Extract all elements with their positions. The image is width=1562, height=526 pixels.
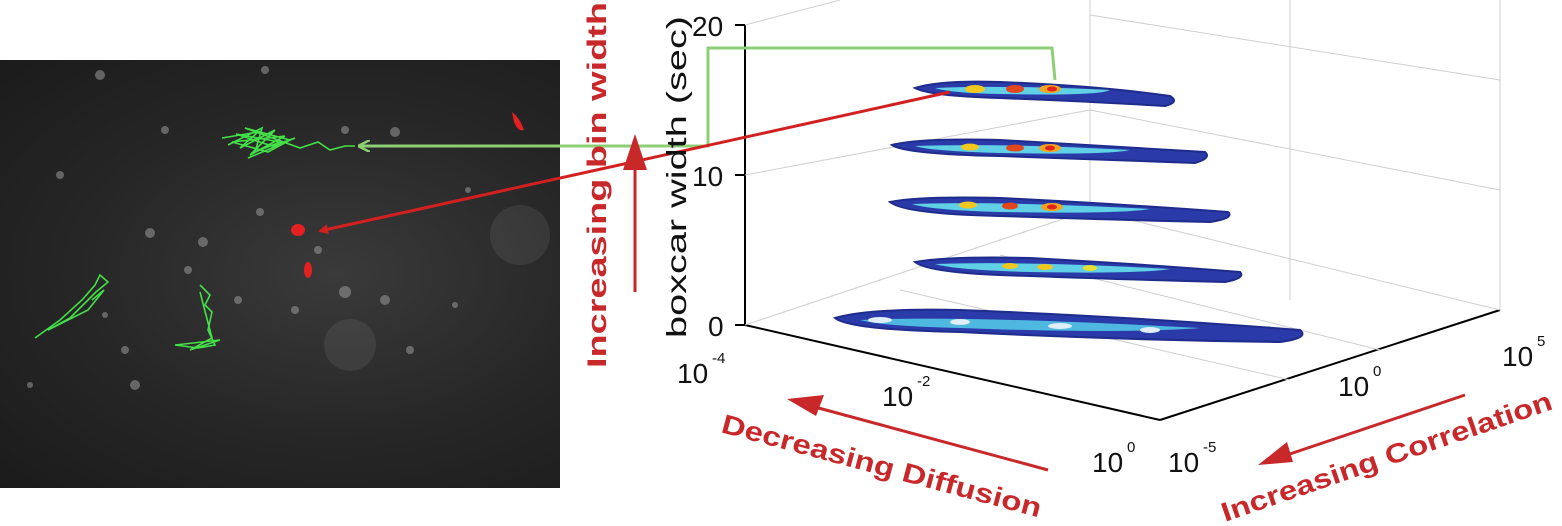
y-tick-label: 10 5 [1502,333,1545,372]
x-tick-label: 10 0 [1092,439,1135,478]
z-tick-label: 0 [708,311,724,342]
bin-width-arrow [623,134,647,292]
y-tick-label: 10 -5 [1168,439,1216,478]
svg-text:10: 10 [1092,447,1123,478]
increasing-bin-width-label: Increasing bin width [582,2,612,368]
particle-track-top [221,126,355,159]
contour-slice-3 [887,196,1231,224]
plot-grid [744,0,1501,381]
green-link-line [360,46,1057,146]
microscopy-image [0,60,560,488]
svg-text:10: 10 [677,358,708,389]
svg-text:10: 10 [1502,341,1533,372]
contour-slice-2 [889,138,1208,165]
diffusion-arrow [787,395,1049,472]
svg-text:-4: -4 [712,350,725,367]
particle-track-bottom-left [34,273,110,339]
svg-text:0: 0 [1127,439,1135,456]
x-tick-label: 10 -4 [677,350,725,389]
plot-axes [744,25,1501,421]
red-particles [291,112,524,278]
fluorescent-spots [27,66,550,390]
z-tick-label: 10 [692,161,723,192]
z-axis-label: boxcar width (sec) [661,16,692,338]
svg-text:10: 10 [1168,447,1199,478]
z-tick-label: 20 [692,11,723,42]
svg-text:10: 10 [882,381,913,412]
svg-text:-5: -5 [1203,439,1216,456]
z-tick-marks [735,24,745,326]
correlation-arrow [1258,393,1466,465]
contour-slice-1 [912,80,1175,108]
contour-slice-4 [912,256,1243,284]
x-tick-label: 10 -2 [882,373,930,412]
svg-text:10: 10 [1338,371,1369,402]
svg-text:-2: -2 [917,373,930,390]
y-tick-label: 10 0 [1338,363,1381,402]
svg-text:0: 0 [1373,363,1381,380]
svg-text:5: 5 [1537,333,1545,350]
increasing-correlation-label: Increasing Correlation [1217,386,1556,526]
particle-track-bottom-middle [174,284,221,351]
contour-slice-5 [832,308,1304,344]
